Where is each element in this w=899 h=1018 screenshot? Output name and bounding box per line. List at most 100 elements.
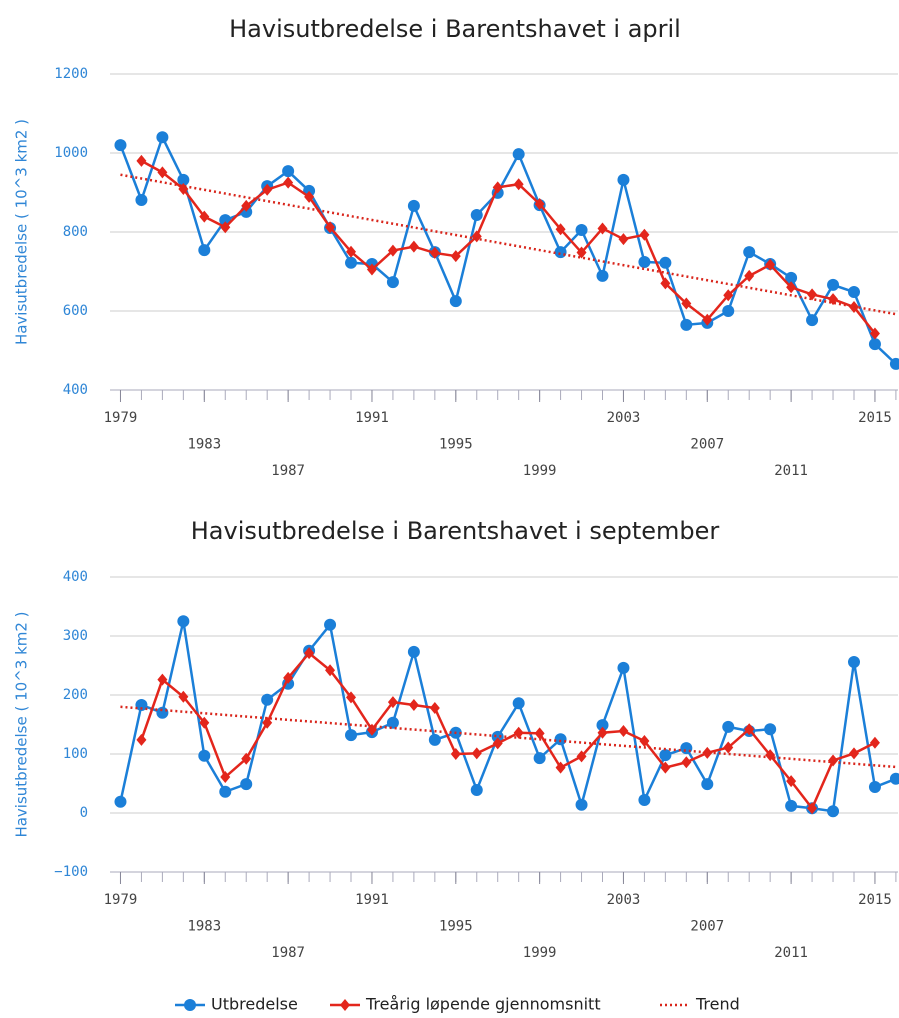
data-point — [534, 197, 545, 210]
data-point — [407, 645, 420, 658]
x-tick-label: 1991 — [355, 410, 389, 426]
data-point — [701, 778, 714, 791]
data-point — [324, 618, 337, 631]
data-point — [828, 754, 839, 767]
y-tick-label: 400 — [63, 382, 88, 398]
x-tick-label: 2007 — [690, 437, 724, 453]
data-point — [702, 746, 713, 759]
data-point — [135, 699, 148, 712]
data-point — [346, 691, 357, 704]
data-point — [639, 228, 650, 241]
data-point — [325, 664, 336, 677]
data-point — [282, 165, 295, 178]
data-point — [555, 223, 566, 236]
data-point — [575, 798, 588, 811]
data-point — [533, 752, 546, 765]
data-point — [366, 263, 377, 276]
data-point — [596, 269, 609, 282]
y-tick-label: 0 — [80, 805, 88, 821]
data-point — [513, 178, 524, 191]
y-tick-label: 300 — [63, 628, 88, 644]
data-point — [408, 699, 419, 712]
data-point — [450, 748, 461, 760]
x-tick-label: 1983 — [187, 437, 221, 453]
data-point — [680, 742, 693, 755]
data-point — [786, 775, 797, 788]
data-point — [366, 723, 377, 736]
data-point — [764, 723, 777, 736]
data-point — [283, 671, 294, 684]
data-point — [744, 723, 755, 736]
data-point — [660, 761, 671, 774]
data-point — [220, 771, 231, 784]
data-point — [241, 752, 252, 765]
data-point — [785, 271, 798, 284]
data-point — [889, 772, 899, 785]
data-point — [220, 221, 231, 234]
data-point — [869, 327, 880, 340]
data-point — [743, 246, 756, 259]
data-point — [575, 224, 588, 237]
data-point — [765, 749, 776, 762]
x-tick-label: 1995 — [439, 437, 473, 453]
x-tick-label: 2015 — [858, 892, 892, 908]
data-point — [806, 314, 819, 327]
x-tick-label: 2011 — [774, 945, 808, 961]
data-point — [262, 716, 273, 729]
y-tick-label: 800 — [63, 224, 88, 240]
y-tick-label: 100 — [63, 746, 88, 762]
series-line — [119, 133, 897, 365]
data-point — [847, 286, 860, 299]
data-point — [847, 655, 860, 668]
data-point — [722, 305, 735, 317]
data-point — [597, 726, 608, 739]
data-point — [659, 256, 672, 269]
data-point — [744, 269, 755, 282]
data-point — [618, 724, 629, 737]
data-point — [470, 209, 483, 222]
data-point — [660, 277, 671, 290]
data-point — [386, 276, 399, 289]
data-point — [786, 281, 797, 294]
data-point — [156, 706, 169, 719]
x-tick-label: 2003 — [607, 892, 641, 908]
data-point — [868, 338, 881, 351]
data-point — [387, 244, 398, 257]
data-point — [785, 799, 798, 812]
data-point — [283, 176, 294, 189]
legend-label: Treårig løpende gjennomsnitt — [365, 995, 601, 1014]
x-tick-label: 1999 — [523, 945, 557, 961]
data-point — [681, 756, 692, 769]
y-axis-label: Havisutbredelse ( 10^3 km2 ) — [13, 119, 31, 345]
x-tick-label: 2007 — [690, 919, 724, 935]
data-point — [429, 246, 440, 259]
data-point — [554, 733, 567, 746]
x-tick-label: 2015 — [858, 410, 892, 426]
data-point — [114, 795, 127, 808]
data-point — [512, 148, 525, 161]
data-point — [765, 258, 776, 271]
data-point — [240, 778, 253, 791]
data-point — [869, 736, 880, 749]
data-point — [659, 749, 672, 762]
data-point — [723, 741, 734, 754]
data-point — [576, 246, 587, 259]
data-point — [135, 194, 148, 207]
data-point — [617, 661, 630, 674]
y-axis-label: Havisutbredelse ( 10^3 km2 ) — [13, 611, 31, 837]
x-tick-label: 1999 — [523, 463, 557, 479]
data-point — [491, 730, 504, 743]
x-tick-label: 1987 — [271, 945, 305, 961]
data-point — [638, 256, 651, 269]
chart-title: Havisutbredelse i Barentshavet i septemb… — [191, 517, 720, 545]
data-point — [681, 297, 692, 310]
y-tick-label: 1200 — [54, 66, 88, 82]
x-tick-label: 1991 — [355, 892, 389, 908]
x-tick-label: 1995 — [439, 919, 473, 935]
data-point — [554, 246, 567, 259]
data-point — [492, 737, 503, 750]
data-point — [387, 696, 398, 709]
data-point — [680, 318, 693, 331]
y-tick-label: 1000 — [54, 145, 88, 161]
